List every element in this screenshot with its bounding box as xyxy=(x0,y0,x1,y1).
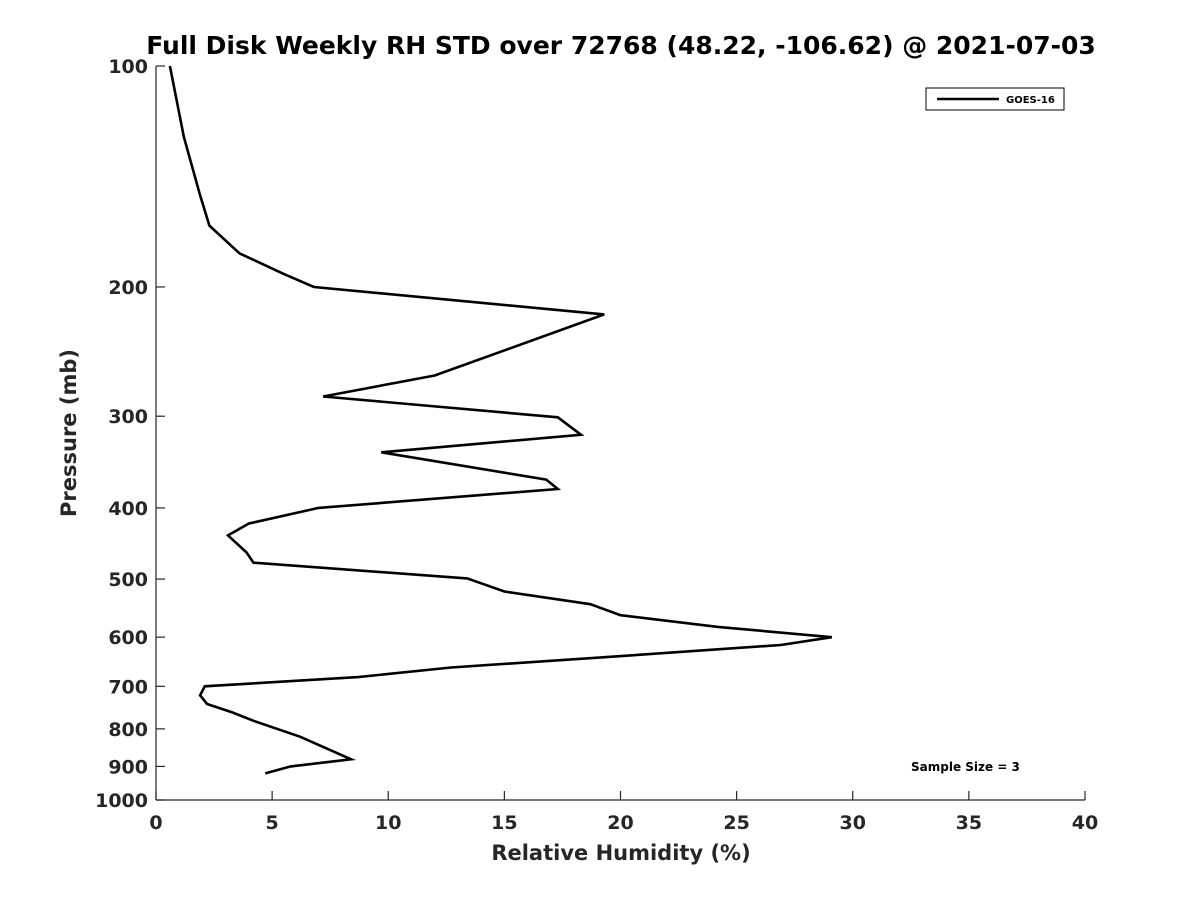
y-tick-label: 800 xyxy=(108,719,148,741)
x-axis-label: Relative Humidity (%) xyxy=(491,841,750,865)
x-tick-label: 15 xyxy=(491,812,517,834)
x-axis-ticks: 0 5 10 15 20 25 30 35 40 xyxy=(149,791,1098,834)
x-tick-label: 40 xyxy=(1072,812,1098,834)
series-line-goes-16 xyxy=(168,65,832,775)
y-tick-label: 500 xyxy=(108,569,148,591)
x-tick-label: 35 xyxy=(956,812,982,834)
legend-label-goes-16: GOES-16 xyxy=(1006,95,1055,106)
x-tick-label: 20 xyxy=(607,812,633,834)
x-tick-label: 10 xyxy=(375,812,401,834)
x-tick-label: 30 xyxy=(840,812,866,834)
y-axis-label: Pressure (mb) xyxy=(57,349,81,517)
y-tick-label: 700 xyxy=(108,676,148,698)
y-tick-label: 400 xyxy=(108,498,148,520)
y-tick-label: 200 xyxy=(108,277,148,299)
y-tick-label: 600 xyxy=(108,627,148,649)
y-tick-label: 100 xyxy=(108,56,148,78)
chart-title: Full Disk Weekly RH STD over 72768 (48.2… xyxy=(146,31,1096,60)
x-tick-label: 0 xyxy=(149,812,162,834)
y-tick-label: 900 xyxy=(108,756,148,778)
x-tick-label: 5 xyxy=(266,812,279,834)
series-layer xyxy=(168,65,832,775)
y-tick-label: 300 xyxy=(108,406,148,428)
y-tick-label: 1000 xyxy=(95,790,148,812)
y-axis-ticks: 100 200 300 400 500 600 700 800 900 1000 xyxy=(95,56,165,812)
sample-size-annotation: Sample Size = 3 xyxy=(911,760,1020,774)
x-tick-label: 25 xyxy=(723,812,749,834)
legend: GOES-16 xyxy=(925,87,1065,111)
